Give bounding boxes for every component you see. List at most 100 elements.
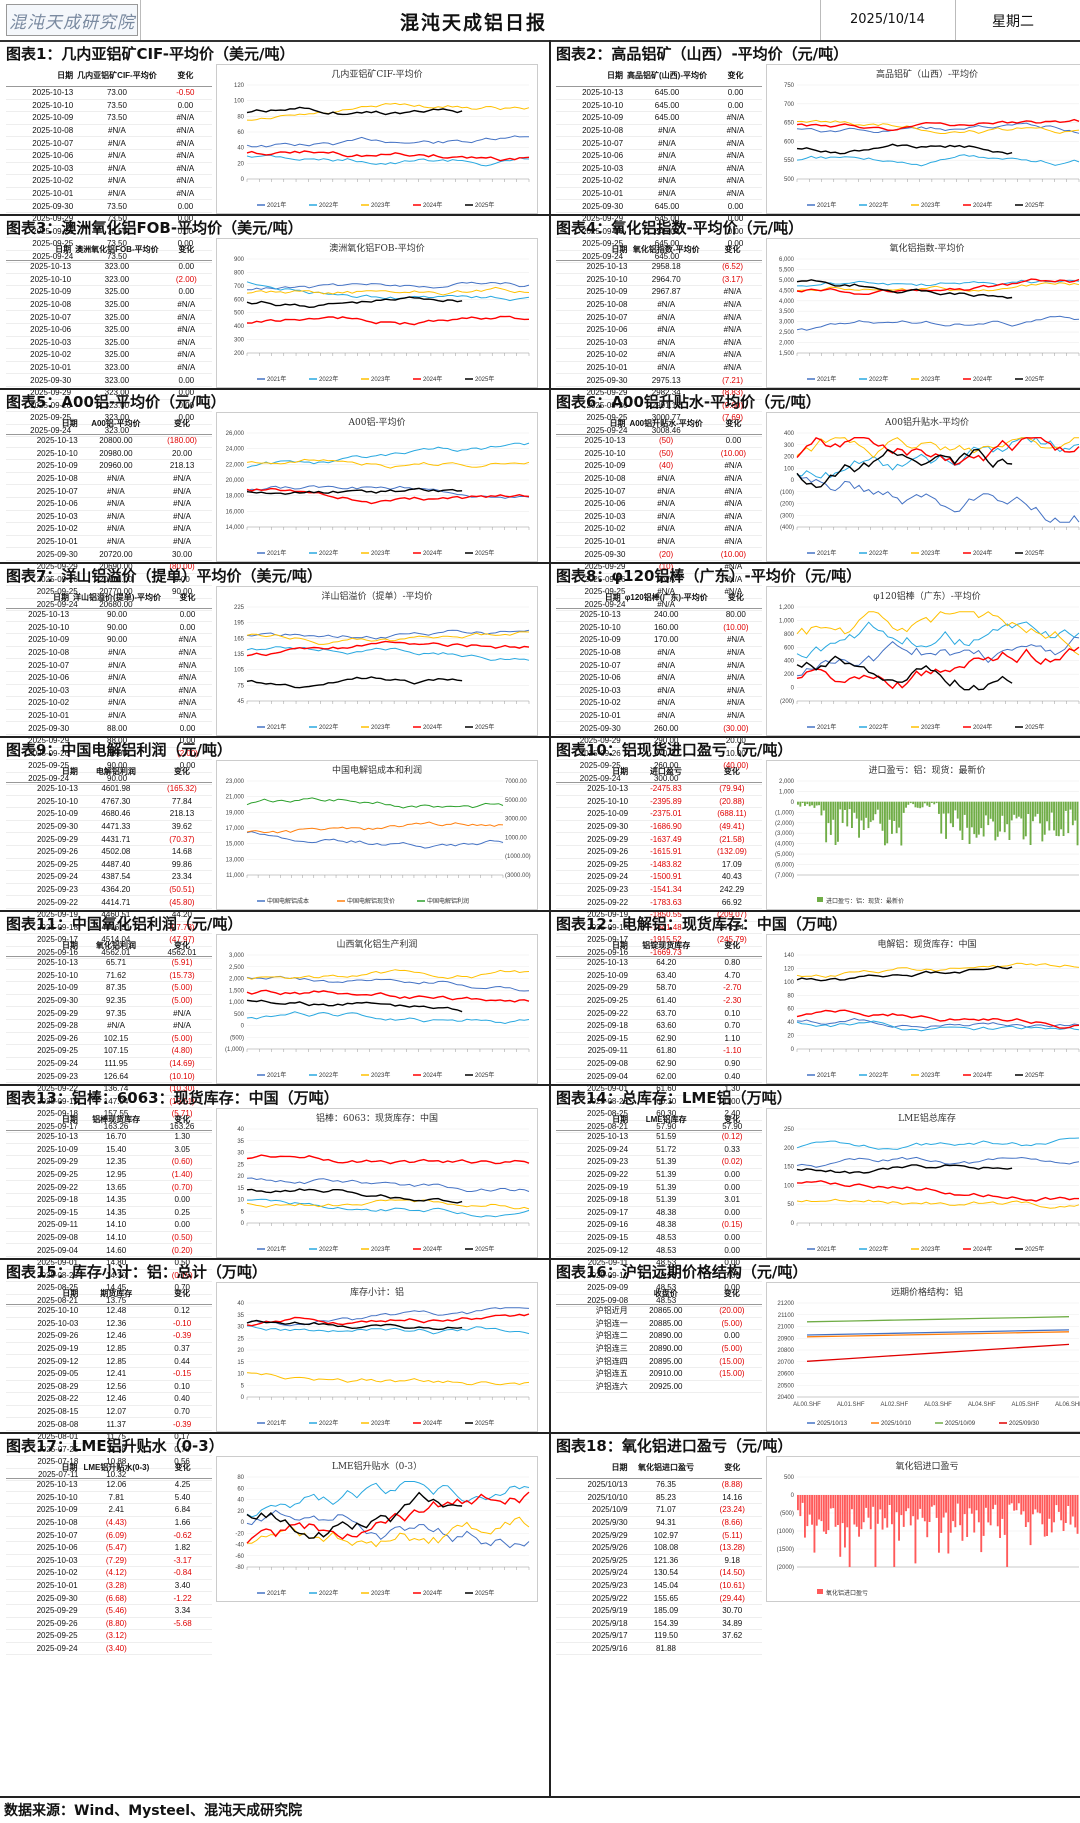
table-cell: (50.51) — [151, 883, 212, 897]
series-line — [796, 143, 1013, 155]
bar — [1034, 1495, 1037, 1510]
table-row: 2025-10-01 323.00 #N/A — [6, 361, 212, 375]
legend-label: 2023年 — [371, 201, 390, 209]
legend-label: 2025年 — [1025, 1245, 1044, 1253]
table-cell: 2025-10-10 — [6, 1304, 81, 1318]
series-line — [246, 154, 530, 167]
series-line — [796, 119, 1080, 134]
table-row: 2025-10-13 12.06 4.25 — [6, 1478, 212, 1492]
x-tick-label: AL04.SHF — [968, 1402, 996, 1408]
table-cell — [153, 1642, 212, 1656]
report-date: 2025/10/14 — [850, 12, 925, 27]
legend-label: 2024年 — [423, 549, 442, 557]
bar — [862, 1495, 865, 1523]
table-cell: 0.00 — [709, 199, 762, 213]
table-row: 2025-10-03 #N/A #N/A — [556, 684, 762, 698]
table-cell: 2025-10-07 — [556, 310, 630, 324]
chart-title: LME铝升贴水（0-3） — [332, 1460, 422, 1472]
bar — [860, 801, 863, 821]
table-row: 2025-10-09 4680.46 218.13 — [6, 807, 212, 821]
table-cell: 0.00 — [163, 621, 212, 635]
series-line — [246, 1319, 463, 1331]
table-row: 2025-09-26 (8.80) -5.68 — [6, 1617, 212, 1631]
table-cell: 2025-09-18 — [556, 1193, 631, 1207]
table-header-cell: 日期 — [6, 934, 80, 957]
table-row: 2025-08-29 12.56 0.10 — [6, 1380, 212, 1394]
table-cell — [701, 1380, 762, 1394]
bar — [895, 801, 898, 834]
table-cell: (10.51) — [152, 1095, 212, 1109]
panel-title: 图表4：氧化铝指数-平均价（元/吨） — [556, 219, 804, 237]
table-row: 2025-10-09 63.40 4.70 — [556, 969, 762, 983]
table-cell: -1783.63 — [630, 895, 702, 909]
table-row: 2025-09-26 4502.08 14.68 — [6, 845, 212, 859]
table-cell: 2025-10-13 — [6, 956, 80, 970]
table-cell: 2025-09-26 — [6, 225, 76, 239]
table-row: 2025-09-05 12.41 -0.15 — [6, 1367, 212, 1381]
bar — [968, 801, 971, 844]
series-line — [806, 1343, 1070, 1362]
table-cell: 2025-10-07 — [6, 136, 76, 150]
legend-label: 2023年 — [371, 723, 390, 731]
bar — [954, 801, 957, 811]
table-row: 2025-09-30 20720.00 30.00 — [6, 547, 212, 561]
y-tick-label: 200 — [784, 672, 795, 678]
table-cell: (132.09) — [701, 845, 762, 859]
table-cell: 77.84 — [151, 795, 212, 809]
y-tick-label: 0 — [791, 478, 795, 484]
table-row: 2025-09-04 62.00 0.40 — [556, 1069, 762, 1083]
legend-label: 2025年 — [475, 1589, 494, 1597]
y-tick-label: (1,000) — [775, 810, 794, 816]
y-tick-label: (500) — [230, 1035, 244, 1041]
series-line — [246, 676, 463, 689]
table-cell: 2025-10-01 — [6, 535, 80, 549]
table-cell: 0.00 — [709, 86, 762, 100]
table-cell: 4414.71 — [79, 895, 152, 909]
table-cell: 12.46 — [80, 1392, 153, 1406]
line-chart: A00铝升贴水-平均价 400 300 200 100 0 (100) (200) (300)(… — [766, 412, 1080, 562]
bar — [869, 1495, 872, 1530]
table-row: 2025-10-01 #N/A #N/A — [6, 709, 212, 723]
legend-label: 2025/09/30 — [1009, 1421, 1040, 1427]
table-cell: 2025-10-03 — [6, 162, 76, 176]
table-cell: 2025-10-01 — [6, 709, 72, 723]
y-tick-label: 21200 — [777, 1301, 794, 1307]
table-cell: 20770.00 — [79, 573, 153, 587]
table-row: 2025-09-18 -1641.48 274.04 — [556, 921, 762, 935]
bar — [926, 801, 929, 806]
table-header-row: 日期 氧化铝利润 变化 — [6, 934, 212, 957]
table-cell: 2025-10-02 — [6, 348, 74, 362]
y-tick-label: (200) — [780, 502, 794, 508]
series-line — [796, 279, 1080, 287]
table-cell: 2025-10-03 — [6, 684, 72, 698]
table-cell: 3.01 — [702, 1193, 762, 1207]
table-row: 2025-08-08 11.37 -0.39 — [6, 1417, 212, 1431]
table-cell: 2025-10-07 — [6, 1528, 80, 1542]
y-tick-label: 0 — [791, 686, 795, 692]
table-cell: #N/A — [625, 174, 710, 188]
y-tick-label: 0 — [241, 1520, 245, 1526]
table-cell: 88.00 — [71, 721, 164, 735]
table-cell: #N/A — [629, 298, 704, 312]
table-cell: 90.00 — [71, 621, 164, 635]
table-cell: #N/A — [709, 671, 762, 685]
bar — [989, 1495, 992, 1526]
table-cell: 2025-09-10 — [556, 1269, 631, 1283]
bar — [891, 1495, 893, 1525]
legend-label: 2021年 — [267, 1419, 286, 1427]
table-row: 2025-09-26 102.15 (5.00) — [6, 1032, 212, 1046]
table-row: 2025-09-12 12.85 0.44 — [6, 1354, 212, 1368]
table-cell: 645.00 — [625, 111, 710, 125]
table-cell: #N/A — [709, 149, 762, 163]
data-source-note: 数据来源：Wind、Mysteel、混沌天成研究院 — [4, 1803, 303, 1819]
table-row: 2025-10-07 #N/A #N/A — [6, 658, 212, 672]
table-cell: #N/A — [163, 671, 212, 685]
table-cell: (6.52) — [703, 260, 762, 274]
table-row: 2025-10-03 #N/A #N/A — [556, 336, 762, 350]
bar — [956, 1495, 959, 1504]
bar — [825, 1495, 828, 1534]
table-cell: -1615.91 — [630, 845, 702, 859]
y-tick-label: 750 — [784, 83, 795, 89]
table-cell: (5.46) — [79, 1604, 154, 1618]
table-cell: 2025-08-29 — [6, 1380, 81, 1394]
